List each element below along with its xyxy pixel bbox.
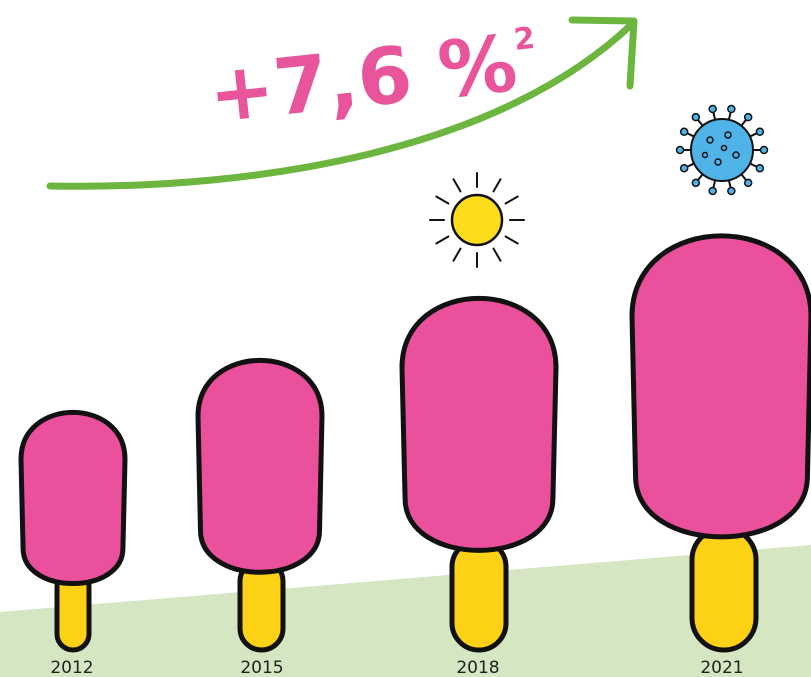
sun-ray bbox=[435, 195, 450, 205]
virus-spike-tip bbox=[755, 163, 765, 173]
virus-spike-tip bbox=[691, 112, 701, 122]
popsicle-body bbox=[195, 358, 325, 575]
sun-ray bbox=[435, 235, 450, 245]
virus-spike-tip bbox=[755, 127, 765, 137]
sun-ray bbox=[452, 178, 462, 193]
virus-spike-tip bbox=[743, 112, 753, 122]
footnote-mark: 2 bbox=[512, 21, 536, 58]
virus-spike-tip bbox=[759, 145, 769, 155]
sun-ray bbox=[504, 195, 519, 205]
popsicle bbox=[18, 409, 128, 653]
year-label: 2018 bbox=[456, 658, 499, 677]
popsicle bbox=[399, 296, 559, 653]
sun-ray bbox=[492, 178, 502, 193]
year-label: 2021 bbox=[700, 658, 743, 677]
popsicle bbox=[629, 233, 811, 653]
virus-spike-tip bbox=[727, 186, 736, 196]
virus-spike-tip bbox=[691, 178, 701, 188]
virus-spike-tip bbox=[708, 104, 717, 114]
virus-spike-tip bbox=[679, 127, 689, 137]
popsicle-body bbox=[18, 409, 128, 586]
popsicle-stick bbox=[689, 525, 759, 653]
sun-ray bbox=[452, 247, 462, 262]
growth-arrow bbox=[46, 20, 636, 190]
virus-icon bbox=[675, 104, 769, 196]
year-label: 2012 bbox=[50, 658, 93, 677]
year-label: 2015 bbox=[240, 658, 283, 677]
virus-spike-tip bbox=[743, 178, 753, 188]
popsicle-body bbox=[399, 296, 559, 553]
virus-spike-tip bbox=[675, 145, 685, 155]
popsicle-body bbox=[629, 233, 811, 540]
arrow-head bbox=[568, 16, 638, 90]
ground bbox=[0, 545, 811, 677]
virus-spike-tip bbox=[727, 104, 736, 114]
sun-ray bbox=[492, 247, 502, 262]
virus-spike-tip bbox=[708, 186, 717, 196]
virus-spike-tip bbox=[679, 163, 689, 173]
headline: +7,6 %2 bbox=[205, 17, 542, 141]
sun-ray bbox=[504, 235, 519, 245]
popsicle bbox=[195, 358, 325, 653]
popsicle-stick bbox=[449, 537, 509, 653]
sun-icon bbox=[429, 172, 525, 268]
